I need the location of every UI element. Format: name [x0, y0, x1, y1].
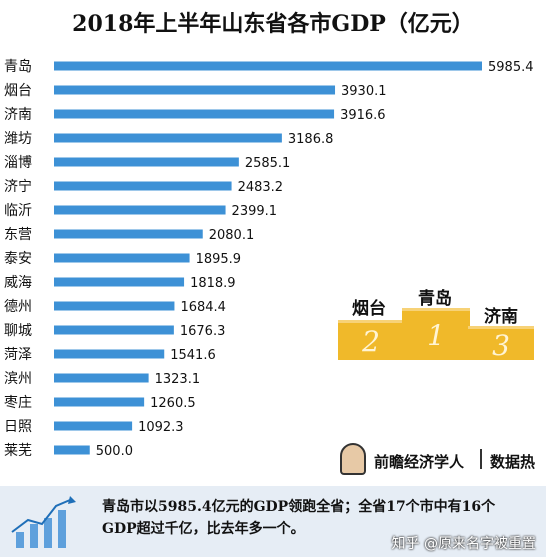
bar [54, 229, 203, 239]
value-label: 1092.3 [138, 420, 184, 435]
value-label: 1895.9 [196, 252, 242, 267]
value-label: 1260.5 [150, 396, 196, 411]
bar [54, 445, 90, 455]
value-label: 500.0 [96, 444, 133, 459]
category-label: 日照 [4, 419, 32, 435]
rising-chart-icon [11, 496, 76, 548]
brand-name: 前瞻经济学人 [374, 453, 465, 471]
footer-note-panel: 青岛市以5985.4亿元的GDP领跑全省；全省17个市中有16个GDP超过千亿，… [0, 486, 546, 557]
value-label: 1676.3 [180, 324, 226, 339]
category-label: 菏泽 [4, 347, 32, 363]
brand-divider [480, 449, 482, 469]
bar [54, 181, 232, 191]
value-label: 1684.4 [180, 300, 226, 315]
category-label: 枣庄 [4, 394, 32, 411]
podium-third-rank: 3 [492, 329, 510, 362]
bar [54, 301, 175, 311]
category-label: 济南 [4, 107, 32, 123]
bar-chart: 青岛 5985.4 烟台 3930.1 济南 3916.6 潍坊 3186.8 淄博 2585.1… [4, 59, 534, 459]
category-label: 青岛 [4, 59, 32, 75]
category-label: 聊城 [4, 323, 32, 339]
podium-first-rank: 1 [427, 319, 445, 352]
watermark-text: 知乎 @原来名字被重置 [391, 536, 536, 552]
bar [54, 277, 185, 287]
category-label: 潍坊 [4, 131, 32, 147]
person-avatar-icon [340, 443, 366, 475]
podium-graphic: 烟台 青岛 济南 2 1 3 [338, 286, 534, 362]
category-label: 滨州 [4, 371, 32, 387]
value-label: 1541.6 [170, 348, 216, 363]
bar [54, 109, 335, 119]
value-label: 1818.9 [190, 276, 236, 291]
footer-note-text: 青岛市以5985.4亿元的GDP领跑全省；全省17个市中有16个GDP超过千亿，… [102, 499, 496, 537]
value-label: 2483.2 [238, 180, 284, 195]
category-label: 东营 [4, 227, 32, 243]
bar [54, 253, 190, 263]
bar [54, 325, 174, 335]
podium-third-block: 3 [468, 326, 534, 362]
bar [54, 397, 145, 407]
category-label: 泰安 [4, 251, 32, 267]
value-label: 5985.4 [488, 60, 534, 75]
category-label: 德州 [4, 299, 32, 315]
value-label: 1323.1 [155, 372, 201, 387]
category-label: 烟台 [4, 83, 32, 99]
value-label: 3930.1 [341, 84, 387, 99]
category-label: 淄博 [4, 154, 32, 171]
bar [54, 61, 482, 71]
value-label: 3916.6 [340, 108, 386, 123]
value-label: 2585.1 [245, 156, 291, 171]
chart-title: 2018年上半年山东省各市GDP（亿元） [72, 11, 474, 37]
bar [54, 349, 165, 359]
podium-third-label: 济南 [484, 307, 518, 327]
podium-second-label: 烟台 [352, 299, 386, 319]
podium-first-label: 青岛 [418, 289, 452, 309]
category-label: 临沂 [4, 203, 32, 219]
category-label: 威海 [4, 275, 32, 291]
value-label: 2399.1 [232, 204, 278, 219]
brand-tag: 数据热 [490, 453, 536, 471]
bar [54, 157, 239, 167]
podium-first-block: 1 [402, 308, 470, 360]
value-label: 3186.8 [288, 132, 334, 147]
bar [54, 85, 336, 95]
category-label: 济宁 [4, 178, 32, 195]
podium-second-block: 2 [338, 320, 404, 360]
value-label: 2080.1 [209, 228, 255, 243]
podium-second-rank: 2 [362, 325, 380, 358]
bar [54, 373, 149, 383]
bar [54, 205, 226, 215]
bar [54, 133, 282, 143]
category-label: 莱芜 [4, 442, 32, 459]
bar [54, 421, 133, 431]
